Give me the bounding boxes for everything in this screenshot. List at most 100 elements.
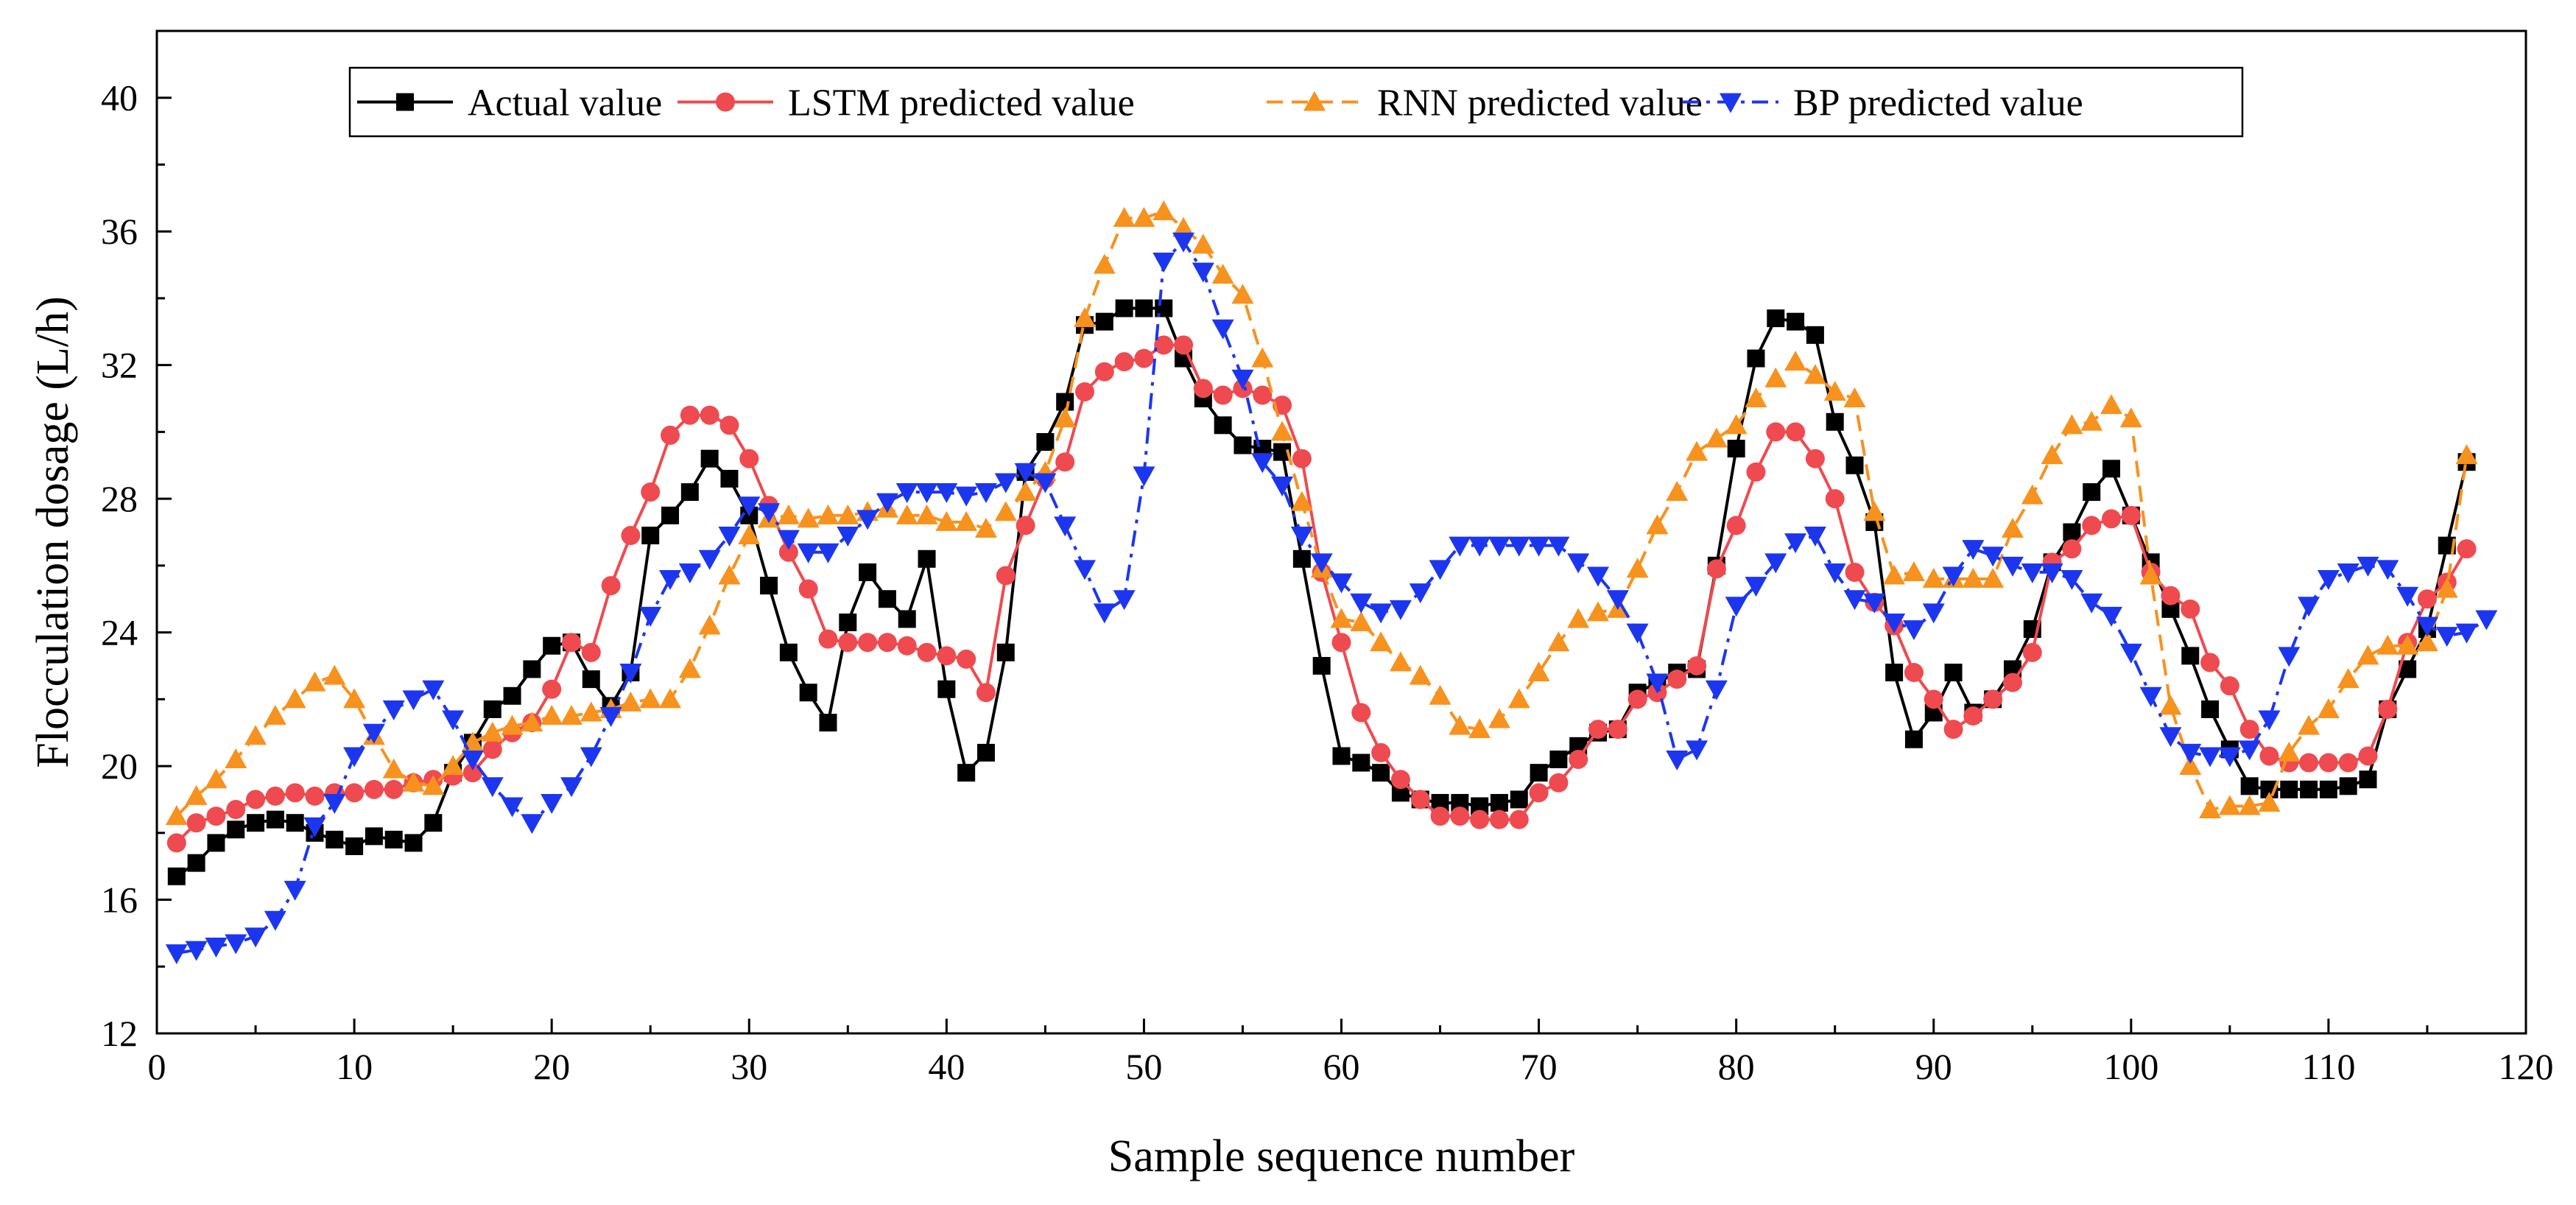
- data-point: [284, 880, 306, 901]
- data-point: [2359, 770, 2377, 789]
- data-point: [1963, 706, 1983, 726]
- data-point: [935, 510, 958, 531]
- data-point: [859, 563, 877, 581]
- data-point: [1330, 608, 1353, 628]
- data-point: [2415, 616, 2438, 637]
- x-tick-label: 110: [2301, 1046, 2355, 1087]
- data-point: [325, 830, 344, 849]
- data-point: [2258, 791, 2281, 812]
- data-point: [1883, 564, 1906, 585]
- data-point: [206, 807, 226, 826]
- data-point: [1549, 750, 1568, 768]
- data-point: [1172, 232, 1195, 253]
- data-point: [1727, 440, 1745, 458]
- data-point: [365, 827, 383, 846]
- data-point: [343, 688, 366, 709]
- data-point: [1786, 422, 1806, 442]
- data-point: [364, 779, 384, 799]
- data-point: [2102, 460, 2121, 478]
- data-point: [2161, 586, 2181, 605]
- x-tick-label: 40: [928, 1046, 965, 1087]
- data-point: [1271, 421, 1294, 441]
- data-point: [382, 758, 405, 779]
- data-point: [2159, 695, 2182, 715]
- data-point: [1805, 449, 1825, 468]
- data-point: [1608, 720, 1627, 739]
- data-point: [2338, 753, 2358, 773]
- data-point: [1787, 312, 1805, 331]
- data-point: [2337, 668, 2359, 689]
- data-point: [442, 710, 465, 731]
- data-point: [698, 614, 721, 635]
- legend-marker: [1720, 93, 1742, 113]
- data-point: [2062, 539, 2082, 559]
- data-point: [1016, 516, 1035, 535]
- data-point: [1626, 558, 1649, 578]
- data-point: [345, 837, 364, 855]
- data-point: [323, 793, 346, 814]
- data-point: [481, 721, 504, 742]
- data-point: [503, 686, 521, 705]
- data-point: [1429, 684, 1451, 705]
- data-point: [581, 642, 601, 662]
- data-point: [247, 814, 265, 832]
- data-point: [1290, 491, 1313, 511]
- data-point: [402, 690, 425, 711]
- data-point: [303, 671, 326, 692]
- x-tick-label: 100: [2103, 1046, 2158, 1087]
- data-point: [1312, 656, 1331, 675]
- data-point: [1093, 603, 1116, 624]
- data-point: [1687, 656, 1707, 675]
- data-point: [700, 405, 719, 425]
- data-point: [1666, 750, 1689, 770]
- data-point: [1152, 253, 1175, 273]
- data-point: [205, 768, 228, 789]
- data-point: [2415, 631, 2438, 652]
- data-point: [1686, 740, 1708, 761]
- x-tick-label: 0: [148, 1046, 166, 1087]
- data-point: [2179, 755, 2202, 776]
- data-point: [621, 526, 641, 546]
- data-point: [976, 683, 996, 703]
- data-point: [2121, 505, 2141, 525]
- legend-entry-3: RNN predicted value: [1267, 82, 1703, 124]
- plot-frame: [155, 29, 2527, 1035]
- legend-marker: [396, 93, 414, 111]
- series-line: [175, 306, 2468, 878]
- data-point: [1154, 335, 1174, 355]
- data-point: [1074, 382, 1094, 401]
- data-point: [1942, 566, 1965, 587]
- data-point: [760, 577, 778, 595]
- data-point: [2200, 653, 2220, 672]
- data-point: [1429, 560, 1451, 580]
- data-point: [2119, 643, 2142, 664]
- data-point: [2001, 556, 2024, 577]
- data-point: [264, 705, 286, 726]
- data-point: [661, 506, 680, 524]
- data-point: [1410, 790, 1430, 809]
- data-point: [1034, 473, 1057, 493]
- data-point: [185, 941, 208, 961]
- data-point: [187, 854, 205, 872]
- data-point: [2100, 606, 2123, 627]
- data-point: [2061, 414, 2083, 435]
- data-point: [1767, 309, 1785, 328]
- data-point: [384, 830, 403, 849]
- data-point: [1747, 349, 1765, 368]
- data-point: [1982, 568, 2005, 589]
- data-point: [1646, 673, 1669, 694]
- data-point: [2218, 795, 2241, 815]
- data-point: [1902, 561, 1925, 581]
- data-point: [422, 775, 445, 795]
- data-point: [1904, 663, 1924, 683]
- y-tick-label: 16: [101, 879, 138, 921]
- data-point: [897, 636, 917, 656]
- legend-entry-4: BP predicted value: [1683, 82, 2083, 124]
- data-point: [266, 810, 284, 829]
- legend-marker: [716, 92, 735, 112]
- data-point: [362, 723, 385, 744]
- data-point: [2080, 593, 2103, 614]
- data-point: [915, 504, 938, 524]
- data-point: [619, 691, 642, 712]
- data-point: [2238, 795, 2261, 815]
